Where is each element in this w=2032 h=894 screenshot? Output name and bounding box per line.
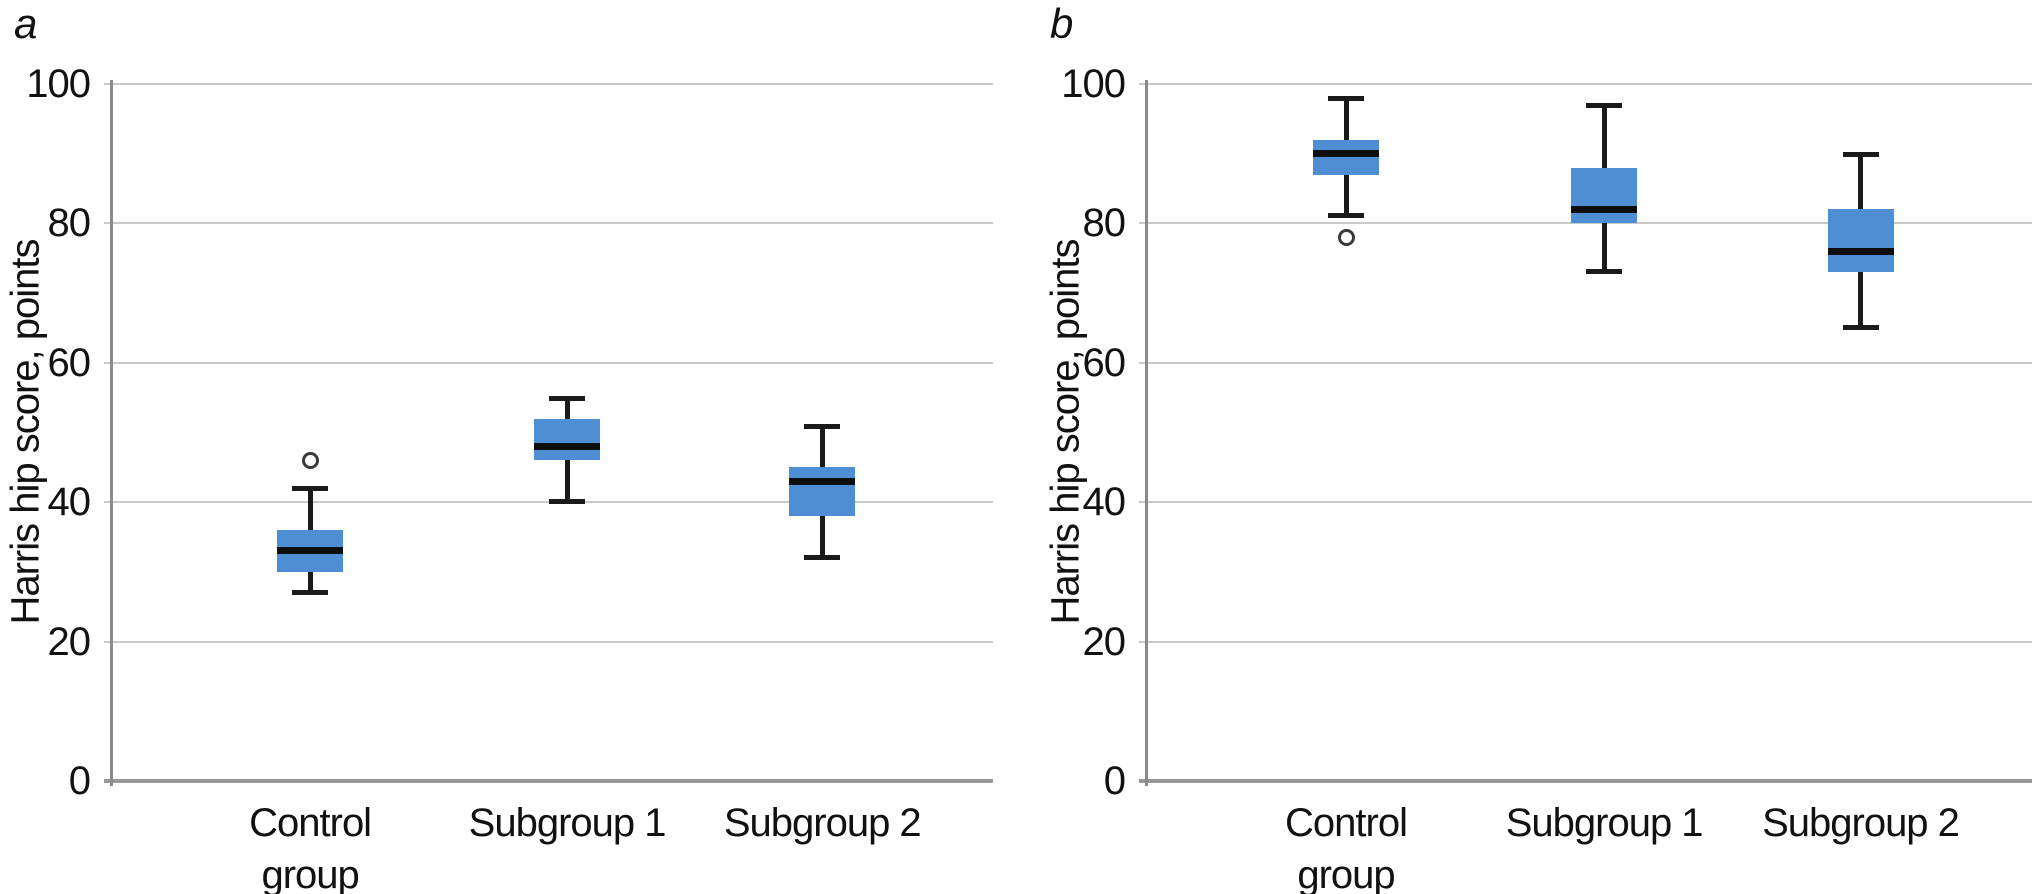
category-label-line: Subgroup 1 (468, 801, 667, 845)
y-tick-label-0: 0 (1103, 759, 1126, 803)
median-line-control-group (277, 547, 344, 555)
panel-b-letter: b (1050, 0, 1073, 47)
panel-b-plot-area (1139, 80, 2032, 786)
y-tick-label-80: 80 (47, 201, 92, 246)
category-label-subgroup-2: Subgroup 2 (1711, 797, 2011, 849)
y-tick-label-0: 0 (68, 759, 91, 803)
whisker-cap-lower-subgroup-1 (1586, 269, 1623, 275)
median-line-subgroup-1 (534, 442, 601, 450)
whisker-cap-upper-subgroup-1 (1586, 102, 1623, 108)
whisker-cap-lower-subgroup-1 (549, 499, 586, 505)
y-tick-label-60: 60 (1082, 340, 1127, 385)
whisker-cap-lower-control-group (292, 589, 329, 595)
median-line-subgroup-2 (789, 477, 856, 485)
panel-b-y-axis-title: Harris hip score, points (1043, 239, 1088, 625)
whisker-cap-upper-subgroup-2 (1842, 151, 1879, 157)
panel-a-letter: a (14, 0, 37, 47)
y-tick-label-60: 60 (47, 340, 92, 385)
category-label-line: Subgroup 2 (723, 801, 922, 845)
whisker-cap-lower-control-group (1328, 213, 1365, 219)
y-axis-line (110, 80, 113, 786)
category-label-line: Control (1285, 801, 1408, 845)
category-label-line: Control (249, 801, 372, 845)
iqr-box-subgroup-1 (534, 418, 601, 461)
gridline-100 (1139, 83, 2032, 85)
category-label-subgroup-1: Subgroup 1 (417, 797, 717, 849)
category-label-subgroup-2: Subgroup 2 (672, 797, 972, 849)
y-tick-label-40: 40 (1082, 480, 1127, 525)
category-label-subgroup-1: Subgroup 1 (1454, 797, 1754, 849)
gridline-100 (104, 83, 993, 85)
iqr-box-subgroup-2 (789, 467, 856, 517)
gridline-20 (104, 640, 993, 643)
iqr-box-subgroup-2 (1827, 209, 1894, 273)
y-tick-label-100: 100 (1061, 62, 1126, 106)
gridline-40 (1139, 501, 2032, 504)
median-line-subgroup-2 (1827, 247, 1894, 255)
gridline-60 (1139, 361, 2032, 364)
y-tick-label-80: 80 (1082, 201, 1127, 246)
y-tick-label-40: 40 (47, 480, 92, 525)
whisker-cap-upper-subgroup-1 (549, 395, 586, 401)
gridline-60 (104, 361, 993, 364)
x-axis-line (104, 779, 993, 783)
gridline-20 (1139, 640, 2032, 643)
panel-a-plot-area (104, 80, 993, 786)
gridline-80 (1139, 222, 2032, 225)
category-label-control-group: Control group (160, 797, 460, 894)
median-line-subgroup-1 (1571, 205, 1638, 213)
y-tick-label-100: 100 (26, 62, 91, 106)
whisker-cap-lower-subgroup-2 (804, 554, 841, 560)
y-tick-label-20: 20 (47, 619, 92, 664)
gridline-40 (104, 501, 993, 504)
category-label-control-group: Control group (1196, 797, 1496, 894)
category-label-line: group (261, 853, 359, 894)
category-label-line: Subgroup 2 (1762, 801, 1960, 845)
iqr-box-subgroup-1 (1571, 167, 1638, 224)
x-axis-line (1139, 779, 2032, 783)
whisker-cap-upper-control-group (1328, 95, 1365, 101)
whisker-cap-upper-subgroup-2 (804, 423, 841, 429)
y-tick-label-20: 20 (1082, 619, 1127, 664)
outlier-point-control-group (301, 451, 319, 469)
category-label-line: group (1297, 853, 1395, 894)
gridline-80 (104, 222, 993, 225)
median-line-control-group (1313, 150, 1380, 158)
whisker-cap-lower-subgroup-2 (1842, 324, 1879, 330)
outlier-point-control-group (1337, 228, 1355, 246)
whisker-cap-upper-control-group (292, 486, 329, 492)
category-label-line: Subgroup 1 (1505, 801, 1704, 845)
y-axis-line (1145, 80, 1148, 786)
